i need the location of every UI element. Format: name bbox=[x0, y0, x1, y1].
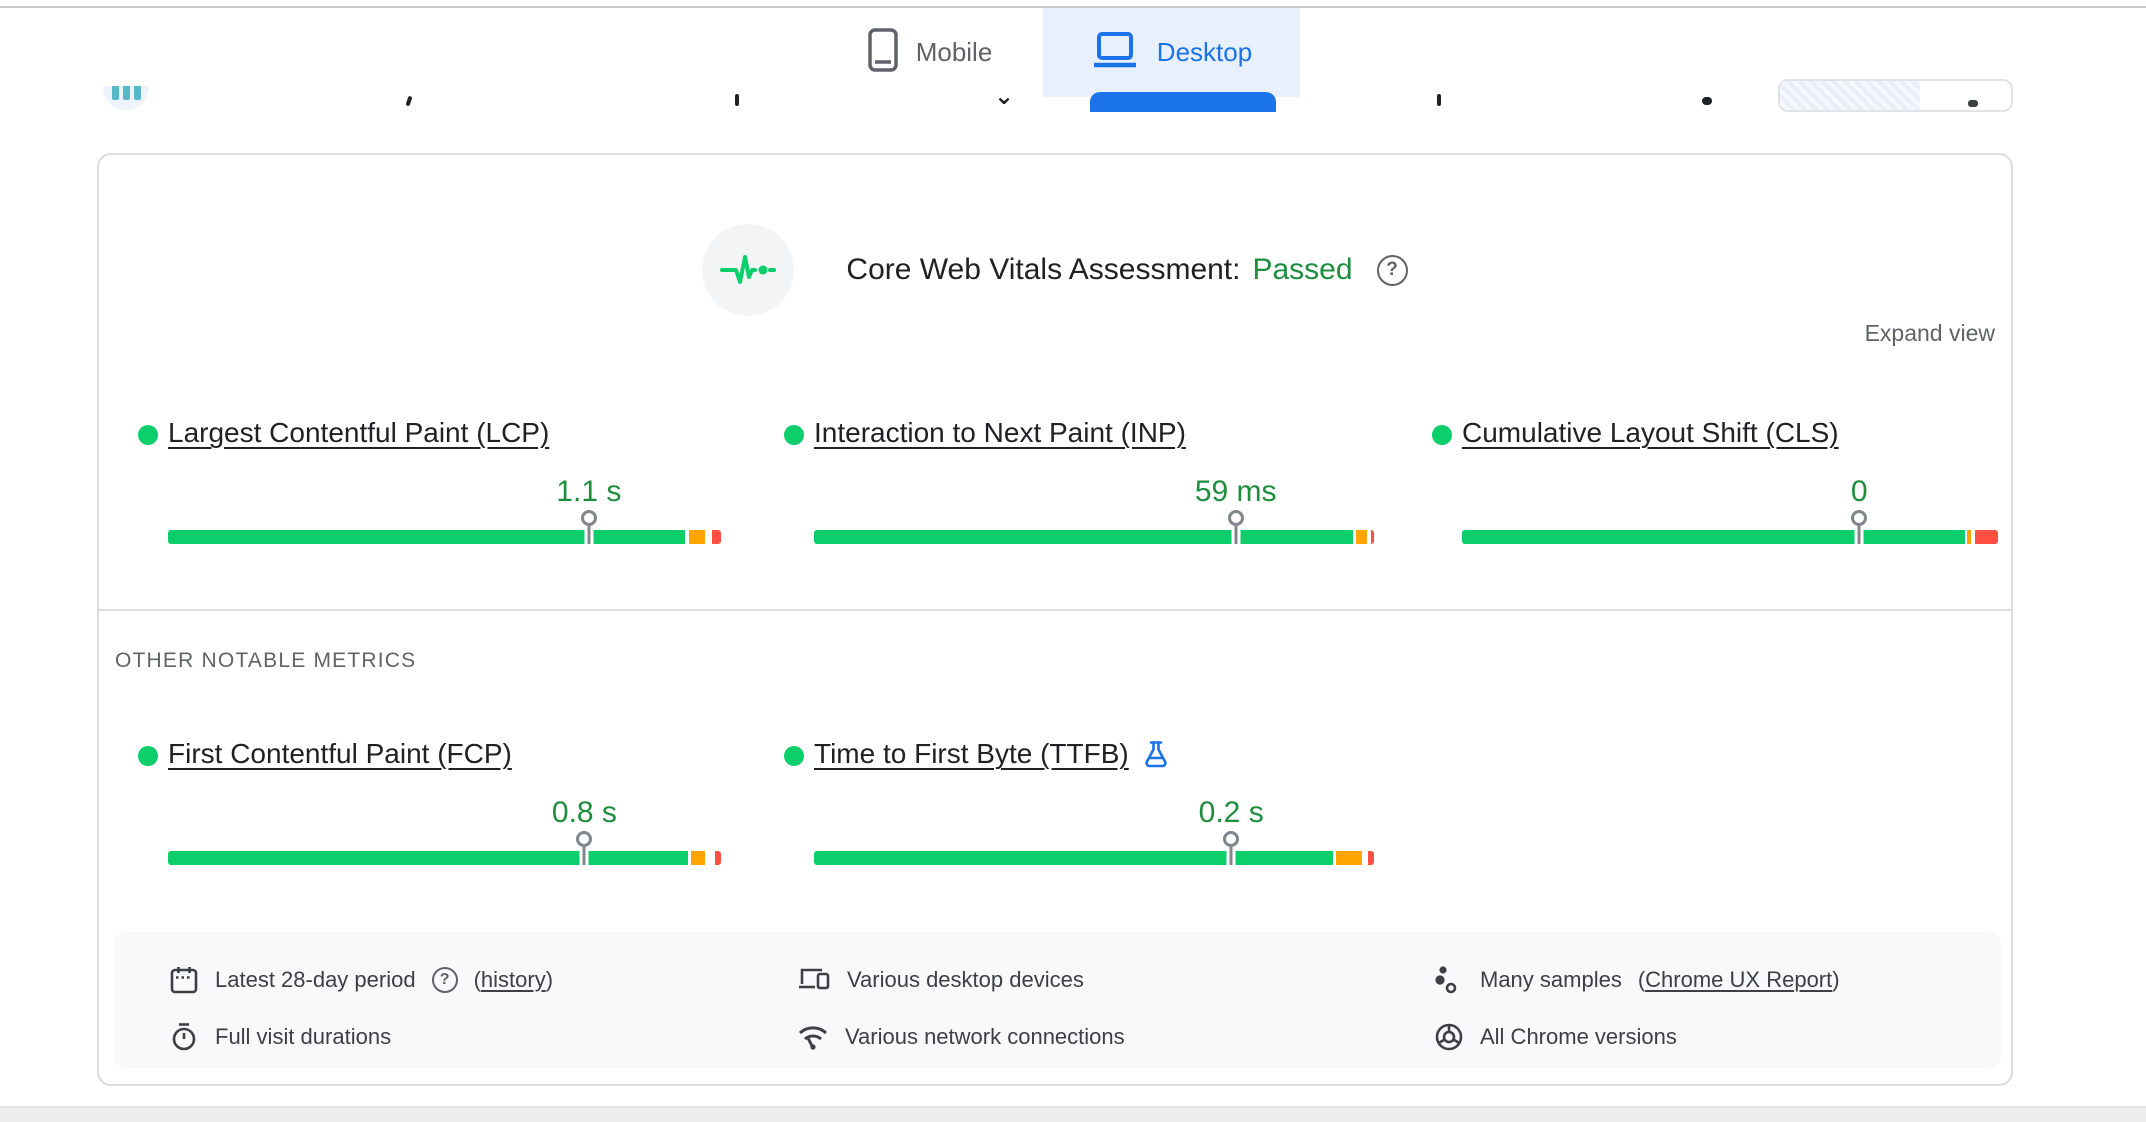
metric-ttfb-distribution-bar bbox=[814, 831, 1374, 865]
footer-visit-durations: Full visit durations bbox=[169, 1022, 391, 1052]
clipped-url-row: ⌄ bbox=[0, 86, 2146, 113]
metric-cls-link[interactable]: Cumulative Layout Shift (CLS) bbox=[1462, 417, 1839, 448]
metric-cls-value: 0 bbox=[1850, 475, 1868, 508]
status-dot-icon bbox=[784, 425, 804, 445]
metric-lcp-value: 1.1 s bbox=[556, 475, 622, 508]
clipped-text-remnant bbox=[735, 94, 739, 106]
metric-lcp-link[interactable]: Largest Contentful Paint (LCP) bbox=[168, 417, 550, 448]
pulse-icon bbox=[702, 224, 795, 316]
footer-collection-period: Latest 28-day period ? (history) bbox=[169, 965, 553, 995]
bottom-page-strip bbox=[0, 1106, 2146, 1122]
distribution-marker bbox=[1234, 526, 1238, 544]
distribution-marker bbox=[1851, 510, 1868, 526]
clipped-segment-left bbox=[1780, 81, 1920, 110]
assessment-status: Passed bbox=[1252, 253, 1353, 286]
clipped-segmented-control[interactable] bbox=[1778, 79, 2013, 112]
site-favicon-icon bbox=[103, 86, 149, 110]
chevron-down-icon: ⌄ bbox=[994, 86, 1015, 110]
paren: ( bbox=[473, 967, 481, 992]
status-dot-icon bbox=[784, 746, 804, 766]
top-divider bbox=[0, 6, 2146, 8]
distribution-marker bbox=[1223, 831, 1240, 847]
clipped-segment-right bbox=[1920, 81, 2011, 110]
chrome-icon bbox=[1435, 1023, 1463, 1051]
distribution-marker bbox=[580, 510, 597, 526]
core-web-vitals-card: Core Web Vitals Assessment: Passed ? Exp… bbox=[97, 153, 2013, 1086]
metric-fcp: First Contentful Paint (FCP) 0.8 s bbox=[138, 738, 721, 865]
metric-fcp-distribution-bar bbox=[168, 831, 721, 865]
footer-text: Many samples bbox=[1480, 967, 1622, 992]
clipped-text-remnant bbox=[1437, 94, 1441, 106]
help-icon[interactable]: ? bbox=[431, 967, 458, 993]
assessment-title: Core Web Vitals Assessment: bbox=[846, 253, 1241, 286]
status-dot-icon bbox=[138, 425, 158, 445]
clipped-text-remnant bbox=[405, 95, 413, 107]
other-metrics-heading: OTHER NOTABLE METRICS bbox=[115, 649, 417, 672]
footer-text: Latest 28-day period bbox=[215, 967, 416, 992]
active-tab-indicator bbox=[1090, 92, 1276, 112]
footer-devices: Various desktop devices bbox=[797, 965, 1084, 995]
footer-text: Full visit durations bbox=[215, 1024, 392, 1049]
paren: ( bbox=[1637, 967, 1646, 992]
desktop-laptop-icon bbox=[1091, 31, 1139, 74]
data-source-footer: Latest 28-day period ? (history) Various… bbox=[114, 932, 2001, 1068]
metric-cls: Cumulative Layout Shift (CLS) 0 bbox=[1432, 417, 1998, 544]
network-icon bbox=[798, 1026, 828, 1050]
footer-samples: Many samples (Chrome UX Report) bbox=[1434, 965, 1840, 995]
status-dot-icon bbox=[138, 746, 158, 766]
tab-mobile[interactable]: Mobile bbox=[833, 8, 1027, 97]
tab-mobile-label: Mobile bbox=[915, 37, 993, 67]
metric-ttfb: Time to First Byte (TTFB) 0.2 s bbox=[784, 738, 1374, 865]
clipped-text-remnant bbox=[1968, 100, 1978, 107]
metric-lcp-distribution-bar bbox=[168, 510, 721, 544]
footer-link-wrap: (Chrome UX Report) bbox=[1638, 967, 1840, 993]
metric-inp-value: 59 ms bbox=[1194, 475, 1277, 508]
expand-view-link[interactable]: Expand view bbox=[1864, 320, 1995, 346]
paren: ) bbox=[1832, 967, 1840, 992]
help-icon[interactable]: ? bbox=[1376, 254, 1408, 286]
experimental-flask-icon bbox=[1143, 740, 1169, 768]
distribution-marker bbox=[576, 831, 593, 847]
calendar-icon bbox=[170, 967, 198, 994]
footer-text: Various network connections bbox=[845, 1024, 1125, 1049]
samples-icon bbox=[1435, 966, 1457, 994]
distribution-marker bbox=[587, 526, 591, 544]
metric-cls-distribution-bar bbox=[1462, 510, 1998, 544]
footer-network: Various network connections bbox=[797, 1022, 1125, 1052]
distribution-marker bbox=[1857, 526, 1861, 544]
distribution-marker bbox=[1227, 510, 1244, 526]
metric-inp-link[interactable]: Interaction to Next Paint (INP) bbox=[814, 417, 1186, 448]
clipped-text-remnant bbox=[1702, 97, 1712, 105]
assessment-header: Core Web Vitals Assessment: Passed ? bbox=[99, 224, 2011, 316]
tab-desktop-label: Desktop bbox=[1156, 37, 1253, 67]
footer-link-wrap: (history) bbox=[474, 967, 553, 993]
tab-desktop[interactable]: Desktop bbox=[1043, 8, 1300, 97]
chrome-ux-report-link[interactable]: Chrome UX Report bbox=[1645, 967, 1833, 992]
metric-inp-distribution-bar bbox=[814, 510, 1374, 544]
section-divider bbox=[99, 609, 2011, 611]
mobile-phone-icon bbox=[867, 28, 898, 77]
metric-lcp: Largest Contentful Paint (LCP) 1.1 s bbox=[138, 417, 721, 544]
stopwatch-icon bbox=[172, 1023, 196, 1051]
history-link[interactable]: history bbox=[480, 967, 546, 992]
paren: ) bbox=[545, 967, 554, 992]
distribution-marker bbox=[1229, 847, 1233, 865]
desktop-devices-icon bbox=[799, 968, 830, 990]
metric-inp: Interaction to Next Paint (INP) 59 ms bbox=[784, 417, 1374, 544]
status-dot-icon bbox=[1432, 425, 1452, 445]
footer-chrome-versions: All Chrome versions bbox=[1434, 1022, 1677, 1052]
metric-ttfb-value: 0.2 s bbox=[1198, 796, 1264, 829]
footer-text: Various desktop devices bbox=[847, 967, 1084, 992]
distribution-marker bbox=[582, 847, 586, 865]
metric-ttfb-link[interactable]: Time to First Byte (TTFB) bbox=[814, 738, 1129, 769]
metric-fcp-value: 0.8 s bbox=[551, 796, 617, 829]
metric-fcp-link[interactable]: First Contentful Paint (FCP) bbox=[168, 738, 512, 769]
footer-text: All Chrome versions bbox=[1480, 1024, 1677, 1049]
